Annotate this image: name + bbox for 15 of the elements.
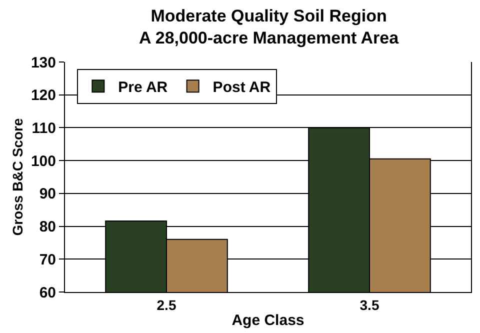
chart-title: Moderate Quality Soil Region A 28,000-acre Management Area [139, 6, 400, 48]
y-tick-label: 60 [39, 284, 56, 302]
y-axis-title: Gross B&C Score [10, 118, 26, 236]
legend-label: Post AR [212, 79, 271, 96]
y-tick-label: 120 [30, 87, 56, 104]
x-tick-label: 3.5 [360, 296, 380, 313]
y-tick-label: 80 [39, 218, 56, 236]
x-axis-title: Age Class [232, 312, 304, 329]
y-tick-label: 90 [39, 186, 56, 203]
y-tick-label: 100 [30, 152, 56, 170]
y-tick-label: 130 [30, 54, 56, 72]
legend-label: Pre AR [118, 79, 168, 96]
y-tick-label: 110 [32, 120, 56, 137]
y-tick-label: 70 [39, 251, 56, 268]
x-tick-label: 2.5 [156, 296, 176, 313]
